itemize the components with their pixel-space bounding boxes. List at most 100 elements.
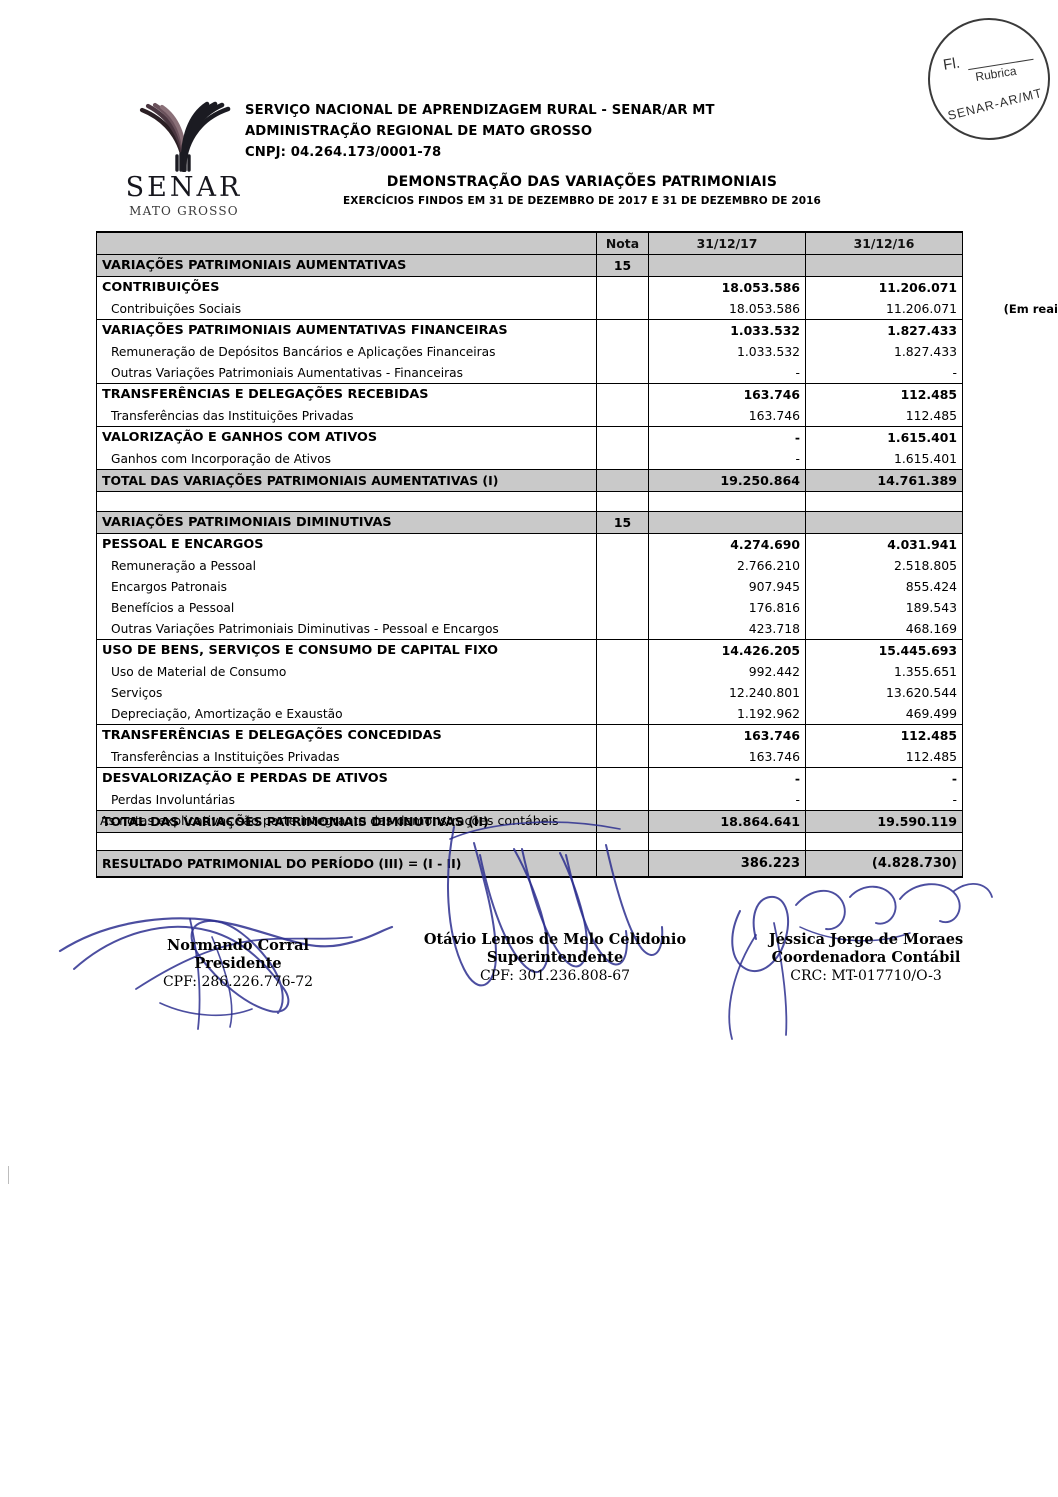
explanatory-notes-footnote: As notas explicativas são parte integran… [100, 813, 559, 828]
rubrica-stamp: Fl. Rubrica SENAR-AR/MT [919, 9, 1058, 149]
row-nota [596, 810, 649, 833]
row-value-2016: 19.590.119 [805, 810, 963, 833]
senar-logo: SENAR MATO GROSSO [118, 100, 250, 218]
row-value-2016 [805, 832, 963, 851]
row-value-2016 [805, 511, 963, 534]
row-nota [596, 661, 649, 682]
row-value-2016: 112.485 [805, 383, 963, 405]
row-value-2016: 2.518.805 [805, 555, 963, 576]
row-value-2017: - [648, 362, 806, 384]
currency-note: (Em reais) [1003, 302, 1058, 316]
row-value-2016: 855.424 [805, 576, 963, 597]
row-nota [596, 703, 649, 725]
row-nota [596, 426, 649, 448]
row-value-2016: 15.445.693 [805, 639, 963, 661]
signer-role: Coordenadora Contábil [771, 949, 961, 966]
signer-id: CPF: 286.226.776-72 [162, 974, 314, 990]
row-label: Remuneração a Pessoal [96, 555, 597, 576]
row-nota [596, 383, 649, 405]
signer-id: CPF: 301.236.808-67 [479, 968, 631, 984]
row-value-2016: 1.615.401 [805, 426, 963, 448]
signer-name: Normando Corral [166, 937, 310, 954]
table-row: Benefícios a Pessoal 176.816 189.543 [96, 597, 963, 618]
row-nota [596, 319, 649, 341]
row-nota [596, 832, 649, 851]
row-label: CONTRIBUIÇÕES [96, 276, 597, 298]
row-nota: 15 [596, 254, 649, 277]
row-label: VARIAÇÕES PATRIMONIAIS DIMINUTIVAS [96, 511, 597, 534]
row-label: RESULTADO PATRIMONIAL DO PERÍODO (III) =… [96, 850, 597, 878]
row-value-2017: 163.746 [648, 383, 806, 405]
row-value-2016: - [805, 362, 963, 384]
row-nota [596, 491, 649, 512]
row-value-2017: - [648, 426, 806, 448]
signature-otavio-celidonio: Otávio Lemos de Melo Celidonio Superinte… [390, 931, 720, 984]
table-row: Encargos Patronais 907.945 855.424 [96, 576, 963, 597]
row-value-2016 [805, 491, 963, 512]
row-value-2017: 18.053.586 [648, 298, 806, 320]
row-value-2017: 163.746 [648, 724, 806, 746]
column-header-nota: Nota [596, 231, 649, 255]
statement-period: EXERCÍCIOS FINDOS EM 31 DE DEZEMBRO DE 2… [343, 195, 821, 207]
row-value-2017: 386.223 [648, 850, 806, 878]
row-value-2016: 1.827.433 [805, 319, 963, 341]
row-nota [596, 767, 649, 789]
row-value-2016: - [805, 789, 963, 811]
column-header-2016: 31/12/16 [805, 231, 963, 255]
row-value-2016: 469.499 [805, 703, 963, 725]
row-value-2016: 11.206.071 [805, 276, 963, 298]
row-value-2016: 13.620.544 [805, 682, 963, 703]
table-row: TOTAL DAS VARIAÇÕES PATRIMONIAIS AUMENTA… [96, 469, 963, 492]
row-value-2017 [648, 511, 806, 534]
row-value-2016 [805, 254, 963, 277]
row-value-2017: 2.766.210 [648, 555, 806, 576]
row-label: Depreciação, Amortização e Exaustão [96, 703, 597, 725]
row-label: TRANSFERÊNCIAS E DELEGAÇÕES RECEBIDAS [96, 383, 597, 405]
statement-title-block: DEMONSTRAÇÃO DAS VARIAÇÕES PATRIMONIAIS … [332, 174, 832, 207]
stamp-org-label: SENAR-AR/MT [946, 85, 1045, 123]
row-nota [596, 639, 649, 661]
table-row: Depreciação, Amortização e Exaustão 1.192… [96, 703, 963, 725]
table-row: Perdas Involuntárias - - [96, 789, 963, 811]
row-value-2017: 14.426.205 [648, 639, 806, 661]
row-nota [596, 448, 649, 470]
row-nota [596, 682, 649, 703]
row-value-2017: 163.746 [648, 405, 806, 427]
wheat-logo-icon [139, 101, 231, 172]
row-label: TOTAL DAS VARIAÇÕES PATRIMONIAIS AUMENTA… [96, 469, 597, 492]
row-nota [596, 533, 649, 555]
row-nota [596, 789, 649, 811]
row-label [96, 491, 597, 512]
table-row: Transferências das Instituições Privadas… [96, 405, 963, 427]
row-value-2016: 112.485 [805, 405, 963, 427]
row-nota [596, 555, 649, 576]
row-value-2017: 19.250.864 [648, 469, 806, 492]
row-value-2017: 907.945 [648, 576, 806, 597]
row-nota [596, 341, 649, 362]
row-nota [596, 618, 649, 640]
page-edge-mark [8, 1166, 9, 1184]
row-label: DESVALORIZAÇÃO E PERDAS DE ATIVOS [96, 767, 597, 789]
signer-role: Presidente [194, 955, 282, 972]
row-value-2016: 189.543 [805, 597, 963, 618]
row-value-2017: 423.718 [648, 618, 806, 640]
table-row [96, 491, 963, 512]
table-body: VARIAÇÕES PATRIMONIAIS AUMENTATIVAS 15 CON… [96, 254, 963, 878]
row-nota [596, 298, 649, 320]
table-row: PESSOAL E ENCARGOS 4.274.690 4.031.941 [96, 533, 963, 555]
row-label: VALORIZAÇÃO E GANHOS COM ATIVOS [96, 426, 597, 448]
row-value-2017: - [648, 767, 806, 789]
table-row: CONTRIBUIÇÕES 18.053.586 11.206.071 [96, 276, 963, 298]
signer-id: CRC: MT-017710/O-3 [790, 968, 942, 984]
row-nota [596, 362, 649, 384]
row-label: Serviços [96, 682, 597, 703]
row-label: PESSOAL E ENCARGOS [96, 533, 597, 555]
row-value-2016: 1.355.651 [805, 661, 963, 682]
table-header-row: Nota 31/12/17 31/12/16 [96, 231, 963, 255]
statement-title: DEMONSTRAÇÃO DAS VARIAÇÕES PATRIMONIAIS [386, 174, 778, 190]
table-row: TRANSFERÊNCIAS E DELEGAÇÕES CONCEDIDAS 16… [96, 724, 963, 746]
table-row: VARIAÇÕES PATRIMONIAIS AUMENTATIVAS FINA… [96, 319, 963, 341]
table-row: Uso de Material de Consumo 992.442 1.355.6… [96, 661, 963, 682]
row-value-2017: 1.192.962 [648, 703, 806, 725]
